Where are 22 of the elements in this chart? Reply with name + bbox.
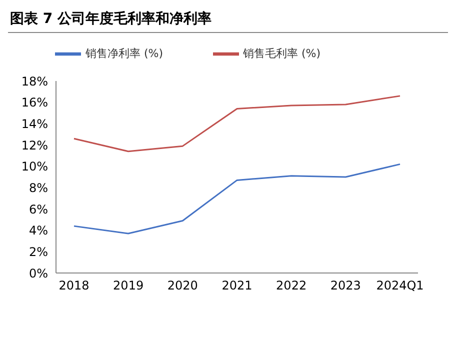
x-tick-label: 2024Q1 [376,278,424,293]
y-tick-label: 6% [28,202,48,216]
line-series [73,95,401,152]
x-tick-label: 2021 [222,278,252,293]
chart-title: 图表 7 公司年度毛利率和净利率 [8,8,448,33]
y-tick-label: 16% [21,96,48,110]
x-tick-label: 2020 [167,278,198,293]
x-tick-label: 2023 [330,278,361,293]
legend-label: 销售净利率 (%) [85,47,163,60]
y-tick-label: 4% [28,224,48,238]
y-tick-label: 0% [28,266,48,280]
y-tick-label: 8% [28,180,48,195]
y-tick-label: 12% [21,138,48,152]
x-tick-label: 2022 [276,278,307,293]
x-tick-label: 2019 [113,278,144,293]
y-tick-label: 2% [28,244,48,259]
x-tick-label: 2018 [58,278,90,293]
y-tick-label: 14% [21,116,48,131]
legend-label: 销售毛利率 (%) [243,47,321,60]
y-tick-label: 10% [21,160,48,174]
y-tick-label: 18% [21,74,48,88]
line-series [73,163,401,234]
